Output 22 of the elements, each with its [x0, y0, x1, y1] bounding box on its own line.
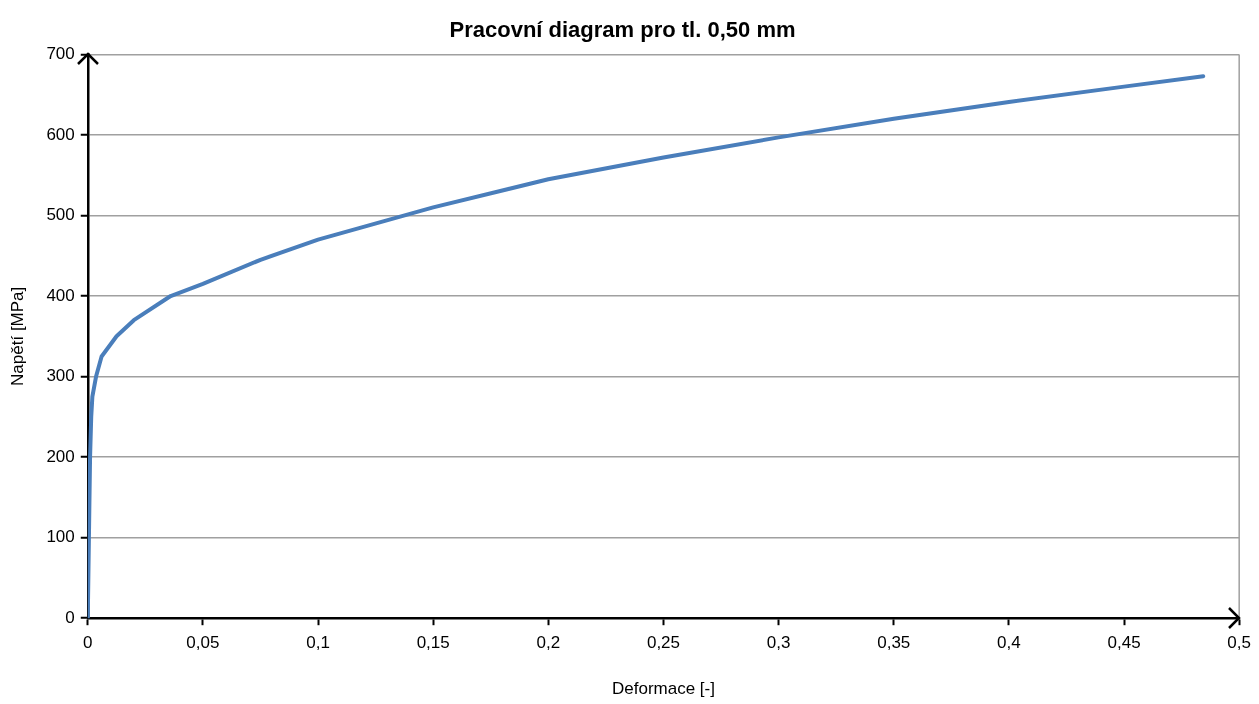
- y-tick-label: 100: [46, 527, 75, 547]
- x-tick-label: 0,35: [877, 633, 911, 653]
- y-tick-label: 700: [46, 44, 75, 64]
- y-tick-label: 600: [46, 124, 75, 144]
- y-tick-label: 500: [46, 205, 75, 225]
- y-axis-title: Napětí [MPa]: [7, 286, 27, 386]
- x-tick-label: 0: [83, 633, 93, 653]
- x-tick-label: 0,4: [997, 633, 1021, 653]
- x-tick-label: 0,45: [1107, 633, 1141, 653]
- y-tick-label: 0: [65, 607, 75, 627]
- x-tick-label: 0,15: [416, 633, 450, 653]
- x-tick-label: 0,5: [1227, 633, 1251, 653]
- x-tick-label: 0,3: [766, 633, 791, 653]
- x-axis-title: Deformace [-]: [611, 679, 715, 699]
- x-tick-label: 0,2: [536, 633, 561, 653]
- x-tick-label: 0,25: [646, 633, 681, 653]
- y-tick-label: 300: [46, 366, 75, 386]
- chart-title: Pracovní diagram pro tl. 0,50 mm: [449, 17, 796, 43]
- y-tick-label: 400: [46, 285, 75, 305]
- x-tick-label: 0,1: [306, 633, 330, 653]
- y-tick-label: 200: [46, 446, 75, 466]
- x-tick-label: 0,05: [186, 633, 220, 653]
